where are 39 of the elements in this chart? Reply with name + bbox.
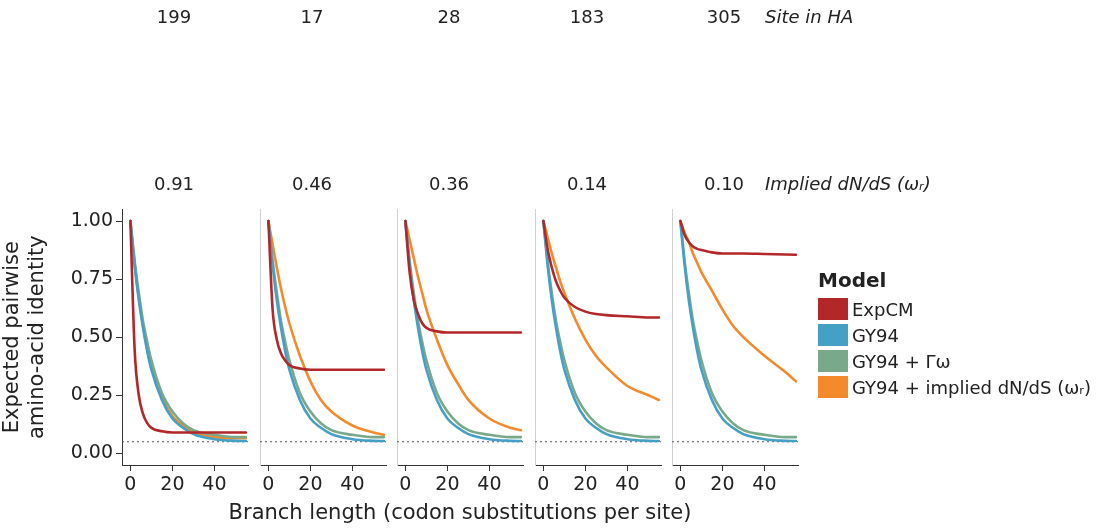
x-tick-label: 0: [537, 472, 550, 495]
x-tick-label: 0: [124, 472, 137, 495]
y-tick-label: 0.00: [70, 440, 113, 463]
x-tick-label: 40: [340, 472, 365, 495]
x-tick-label: 0: [262, 472, 275, 495]
x-tick-label: 20: [573, 472, 598, 495]
x-axis-title: Branch length (codon substitutions per site): [227, 500, 693, 524]
chart-title: 183: [568, 6, 606, 27]
x-tick-label: 0: [674, 472, 687, 495]
chart-subtitle: 0.46: [290, 173, 334, 194]
chart-subtitle: 0.36: [427, 173, 471, 194]
legend-label: GY94 + implied dN/dS (ωᵣ): [852, 376, 1091, 398]
chart-title: 199: [155, 6, 193, 27]
text: Implied dN/dS (ωᵣ): [765, 173, 931, 194]
text: Site in HA: [765, 6, 854, 27]
x-tick-label: 20: [160, 472, 185, 495]
chart-title: 305: [705, 6, 743, 27]
x-tick-label: 40: [202, 472, 227, 495]
chart-subtitle: 0.10: [702, 173, 746, 194]
x-tick-label: 40: [752, 472, 777, 495]
legend-label: GY94 + Γω: [852, 350, 951, 372]
y-axis-title: Expected pairwise amino-acid identity: [0, 235, 49, 440]
x-tick-label: 20: [710, 472, 735, 495]
y-tick-label: 0.50: [70, 324, 113, 347]
x-tick-label: 40: [477, 472, 502, 495]
x-tick-label: 20: [435, 472, 460, 495]
x-tick-label: 20: [298, 472, 323, 495]
chart-subtitle: 0.14: [565, 173, 609, 194]
y-tick-label: 0.25: [70, 382, 113, 405]
legend-label: ExpCM: [852, 298, 914, 320]
y-tick-label: 1.00: [70, 207, 113, 230]
chart-subtitle: 0.91: [152, 173, 196, 194]
y-tick-label: 0.75: [70, 266, 113, 289]
chart-title: 17: [299, 6, 325, 27]
chart-title: 28: [436, 6, 462, 27]
x-tick-label: 40: [615, 472, 640, 495]
legend-label: GY94: [852, 324, 899, 346]
legend-title: Model: [818, 268, 888, 292]
x-tick-label: 0: [399, 472, 412, 495]
